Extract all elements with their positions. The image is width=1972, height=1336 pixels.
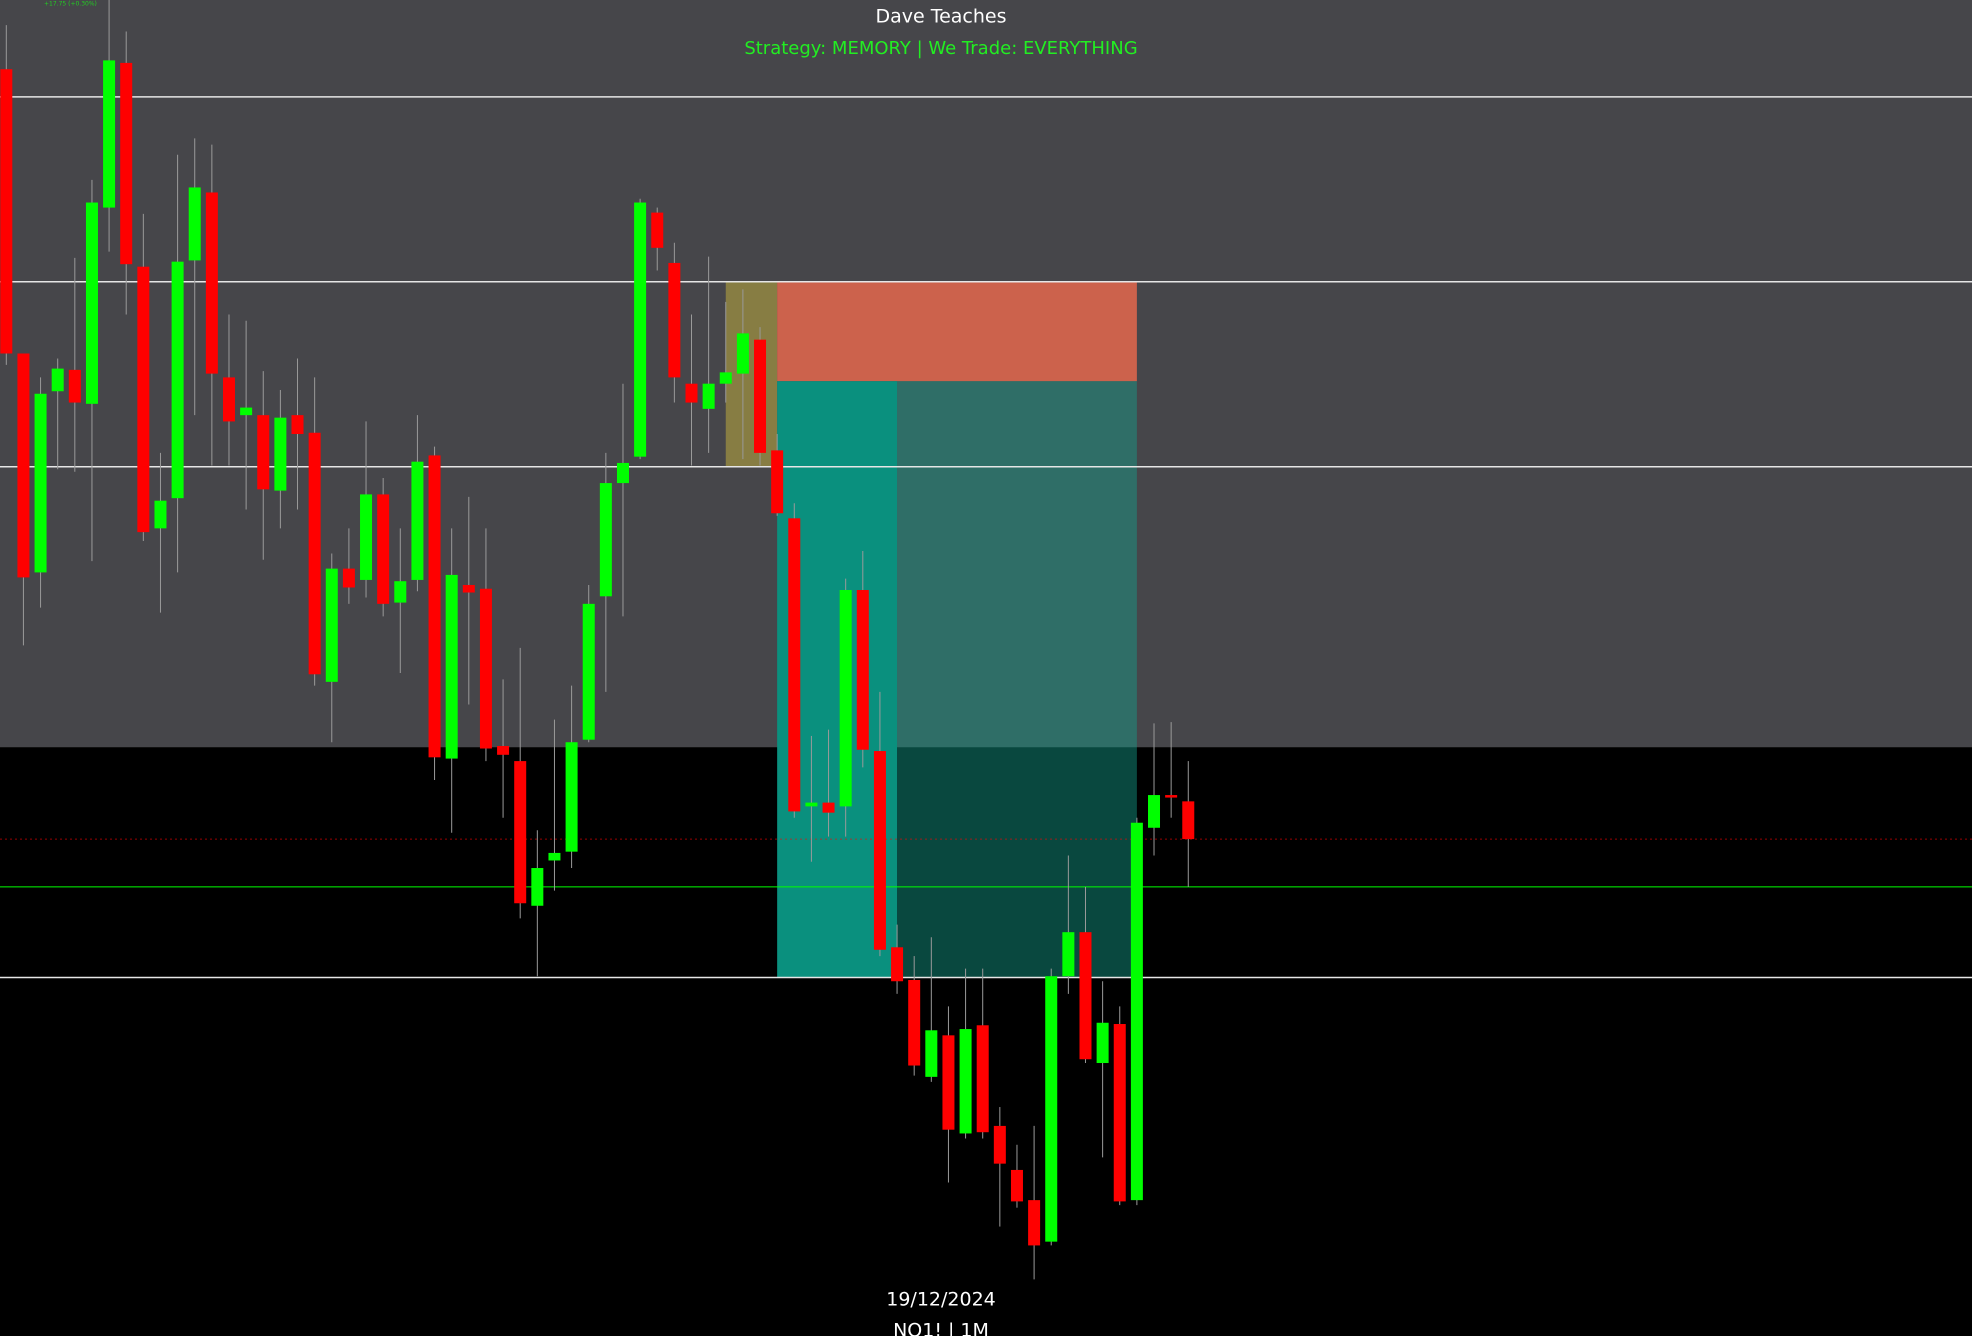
candle-body <box>856 590 869 750</box>
candle-body <box>1165 795 1178 798</box>
chart-subtitle: Strategy: MEMORY | We Trade: EVERYTHING <box>744 38 1137 59</box>
candle-body <box>137 266 150 533</box>
candle-body <box>719 372 732 384</box>
candle-body <box>1113 1024 1126 1202</box>
symbol-label: NQ1! | 1M <box>893 1320 989 1336</box>
candle-body <box>976 1025 989 1133</box>
candle-body <box>1045 976 1058 1242</box>
candle-body <box>599 483 612 597</box>
candle-body <box>154 500 167 529</box>
candle-body <box>736 333 749 374</box>
candle-body <box>805 802 818 807</box>
candle-body <box>360 494 373 580</box>
candle-body <box>754 339 767 453</box>
candle-body <box>411 461 424 580</box>
candle-body <box>702 383 715 409</box>
candle-body <box>1062 932 1075 977</box>
candle-body <box>1079 932 1092 1060</box>
candle-body <box>582 603 595 740</box>
candle-body <box>445 574 458 759</box>
candle-body <box>222 377 235 422</box>
candle-body <box>1010 1169 1023 1202</box>
candle-body <box>291 415 304 435</box>
candle-body <box>171 261 184 499</box>
position-zone <box>725 281 778 467</box>
candle-body <box>377 494 390 604</box>
candle-body <box>497 745 510 755</box>
candle-body <box>188 187 201 261</box>
candle-body <box>908 979 921 1066</box>
candle-body <box>85 202 98 404</box>
candle-body <box>873 751 886 950</box>
candle-body <box>34 393 47 573</box>
candle-body <box>308 432 321 675</box>
candle-body <box>565 742 578 852</box>
candle-body <box>120 62 133 265</box>
candle-body <box>394 581 407 603</box>
candle-body <box>0 69 13 354</box>
candle-body <box>1182 801 1195 840</box>
candle-body <box>771 450 784 514</box>
candle-body <box>959 1029 972 1134</box>
candle-body <box>925 1030 938 1077</box>
candle-body <box>342 568 355 588</box>
candle-body <box>514 761 527 904</box>
candle-body <box>942 1035 955 1130</box>
candle-body <box>891 947 904 982</box>
candle-body <box>51 368 64 392</box>
candle-body <box>634 202 647 457</box>
candle-body <box>274 417 287 491</box>
candle-body <box>548 852 561 861</box>
candle-body <box>788 518 801 812</box>
candle-body <box>616 462 629 484</box>
candle-body <box>479 588 492 749</box>
candle-body <box>240 407 253 416</box>
candle-body <box>651 212 664 248</box>
change-label: +17.75 (+0.30%) <box>44 1 97 8</box>
candle-body <box>257 415 270 490</box>
candle-body <box>1148 795 1161 828</box>
position-zone <box>897 381 1137 978</box>
candle-body <box>103 60 116 208</box>
candle-body <box>17 353 30 578</box>
candle-body <box>822 802 835 813</box>
candle-body <box>205 192 218 374</box>
candle-body <box>531 868 544 906</box>
candle-body <box>462 584 475 593</box>
candle-body <box>68 369 81 403</box>
candle-body <box>1096 1022 1109 1064</box>
candle-body <box>839 590 852 807</box>
candle-body <box>1130 822 1143 1201</box>
candle-body <box>428 455 441 758</box>
candle-body <box>685 383 698 403</box>
chart-title: Dave Teaches <box>875 6 1006 28</box>
date-label: 19/12/2024 <box>886 1289 996 1311</box>
candle-body <box>1028 1200 1041 1246</box>
candle-body <box>668 262 681 378</box>
candle-body <box>993 1125 1006 1164</box>
candle-body <box>325 568 338 682</box>
position-zone <box>777 281 1137 382</box>
